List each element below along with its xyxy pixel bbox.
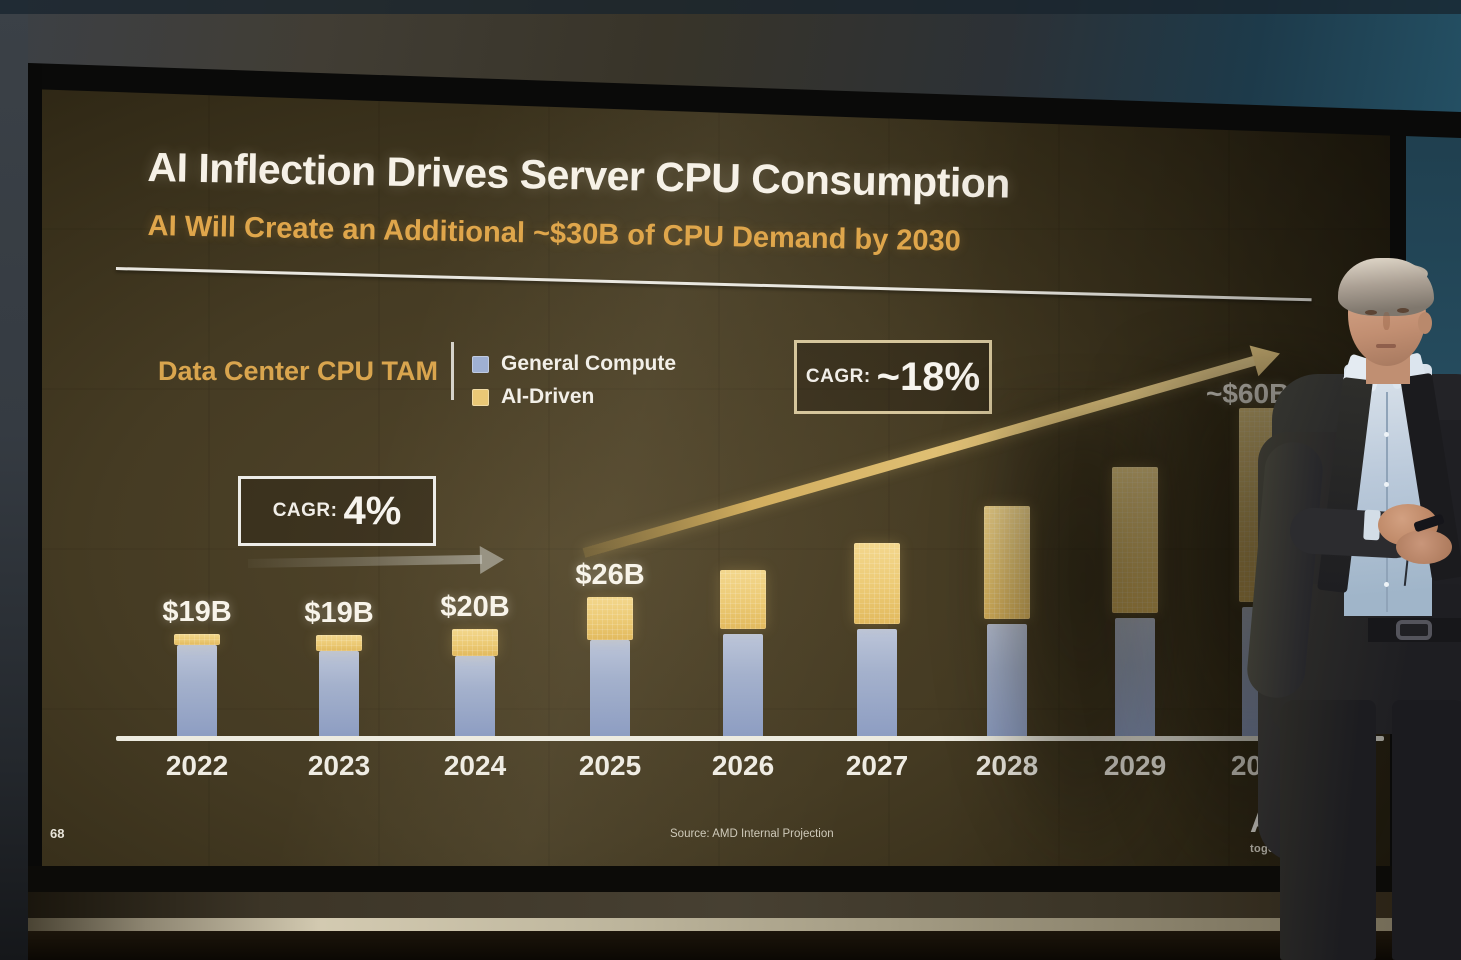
bar-general-compute-2023 [319, 651, 359, 737]
presenter-shirt-placket [1386, 392, 1388, 612]
bar-value-2023: $19B [304, 597, 374, 629]
stage-metal-strip [0, 918, 1461, 933]
ceiling-strip [0, 0, 1461, 14]
legend-label-general-compute: General Compute [501, 352, 677, 375]
cagr-low-value: 4% [343, 488, 402, 533]
cagr-18-percent-box: CAGR: ~18% [794, 340, 992, 414]
bar-ai-driven-2029 [1112, 467, 1158, 613]
legend-item-general-compute: General Compute [472, 352, 676, 376]
cagr-4-percent-box: CAGR: 4% [238, 476, 436, 546]
bar-value-2024: $20B [440, 591, 510, 623]
presenter [1228, 252, 1461, 960]
year-label-2023: 2023 [307, 750, 371, 781]
chart-section-label: Data Center CPU TAM [158, 356, 439, 386]
cagr-low-prefix: CAGR: [272, 500, 338, 521]
year-label-2027: 2027 [845, 750, 909, 781]
year-label-2022: 2022 [165, 750, 229, 781]
bar-general-compute-2022 [177, 645, 217, 737]
presenter-leg-left [1280, 700, 1376, 960]
bar-ai-driven-2028 [984, 506, 1030, 619]
year-label-2024: 2024 [443, 750, 507, 781]
bar-general-compute-2028 [987, 624, 1027, 737]
presenter-hand-2 [1396, 530, 1452, 564]
bar-value-2025: $26B [575, 559, 645, 591]
bar-value-2022: $19B [162, 596, 232, 628]
general-compute-swatch-icon [472, 355, 489, 373]
cagr-high-value: ~18% [876, 354, 981, 399]
stage-floor [0, 931, 1461, 960]
stage-ledge [0, 892, 1461, 920]
bar-ai-driven-2026 [720, 570, 766, 629]
bar-ai-driven-2025 [587, 597, 633, 640]
presenter-nose [1383, 312, 1390, 330]
legend-label-ai-driven: AI-Driven [501, 385, 595, 408]
legend-item-ai-driven: AI-Driven [472, 385, 676, 409]
bar-general-compute-2024 [455, 656, 495, 737]
source-note: Source: AMD Internal Projection [670, 828, 834, 840]
bar-ai-driven-2023 [316, 635, 362, 651]
bar-ai-driven-2022 [174, 634, 220, 645]
bar-general-compute-2029 [1115, 618, 1155, 737]
screen-bezel-left [26, 58, 42, 892]
shirt-button [1384, 482, 1389, 487]
bar-general-compute-2027 [857, 629, 897, 737]
presenter-ear [1418, 312, 1432, 334]
year-label-2026: 2026 [711, 750, 775, 781]
bar-general-compute-2025 [590, 640, 630, 737]
legend-divider [451, 342, 454, 400]
page-number: 68 [50, 826, 65, 841]
shirt-button [1384, 582, 1389, 587]
presenter-eye-right [1397, 308, 1409, 313]
ai-driven-swatch-icon [472, 388, 489, 406]
presenter-hair [1338, 258, 1434, 316]
year-label-2029: 2029 [1103, 750, 1167, 781]
x-axis-line [116, 736, 1384, 741]
presentation-screen: AI Inflection Drives Server CPU Consumpt… [38, 70, 1406, 870]
screen-bezel-bottom [20, 866, 1414, 894]
wall-left [0, 0, 28, 960]
bar-general-compute-2026 [723, 634, 763, 737]
slide: AI Inflection Drives Server CPU Consumpt… [38, 70, 1406, 870]
bar-ai-driven-2027 [854, 543, 900, 624]
cagr-high-prefix: CAGR: [805, 366, 871, 387]
bar-ai-driven-2024 [452, 629, 498, 656]
year-label-2025: 2025 [578, 750, 642, 781]
shirt-button [1384, 432, 1389, 437]
presenter-belt-buckle [1396, 620, 1432, 640]
chart-legend: General Compute AI-Driven [472, 352, 676, 418]
year-label-2028: 2028 [975, 750, 1039, 781]
presenter-leg-right [1392, 700, 1461, 960]
presenter-eye-left [1365, 310, 1377, 315]
presenter-mouth [1376, 344, 1396, 348]
